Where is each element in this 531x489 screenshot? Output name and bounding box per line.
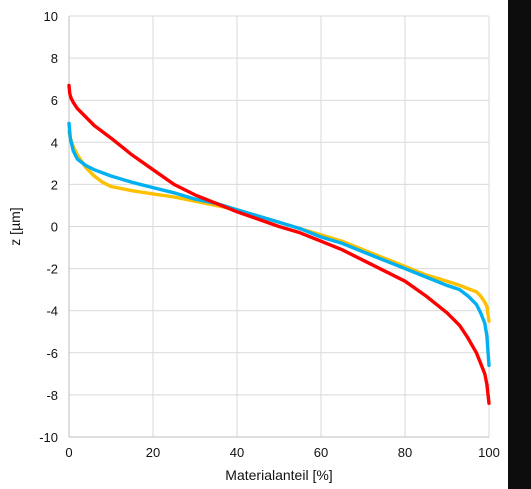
y-tick-label: 2 (51, 177, 58, 192)
x-tick-label: 0 (65, 445, 72, 460)
y-tick-label: 4 (51, 135, 58, 150)
y-tick-label: -4 (46, 304, 58, 319)
y-tick-label: -6 (46, 346, 58, 361)
series-line-3 (67, 83, 491, 405)
y-axis-label: z [µm] (7, 207, 23, 245)
x-tick-label: 60 (314, 445, 328, 460)
x-tick-label: 20 (146, 445, 160, 460)
y-tick-label: 10 (44, 9, 58, 24)
y-tick-label: -10 (39, 430, 58, 445)
dark-edge-strip (508, 0, 531, 489)
x-tick-labels: 0 20 40 60 80 100 (65, 445, 499, 460)
y-tick-label: -8 (46, 388, 58, 403)
y-tick-label: -2 (46, 262, 58, 277)
y-tick-label: 0 (51, 220, 58, 235)
x-tick-label: 100 (478, 445, 500, 460)
series-line-2 (67, 121, 491, 368)
y-tick-label: 6 (51, 93, 58, 108)
x-tick-label: 40 (230, 445, 244, 460)
x-tick-label: 80 (398, 445, 412, 460)
x-axis-label: Materialanteil [%] (225, 467, 332, 483)
y-tick-labels: -10 -8 -6 -4 -2 0 2 4 6 8 10 (39, 9, 58, 445)
y-tick-label: 8 (51, 51, 58, 66)
series-lines (67, 83, 491, 405)
